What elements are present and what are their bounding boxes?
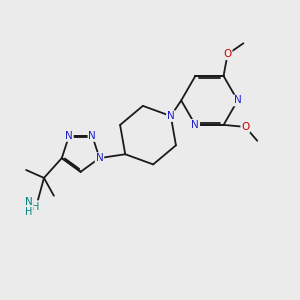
Text: O: O <box>224 49 232 59</box>
Text: N: N <box>65 131 73 141</box>
Text: O: O <box>241 122 250 132</box>
Text: H: H <box>32 202 40 212</box>
Text: N: N <box>234 95 242 106</box>
Text: H: H <box>26 207 33 217</box>
Text: N: N <box>88 131 96 141</box>
Text: N: N <box>167 111 175 121</box>
Text: N: N <box>96 153 104 163</box>
Text: N: N <box>25 197 33 207</box>
Text: N: N <box>191 120 199 130</box>
